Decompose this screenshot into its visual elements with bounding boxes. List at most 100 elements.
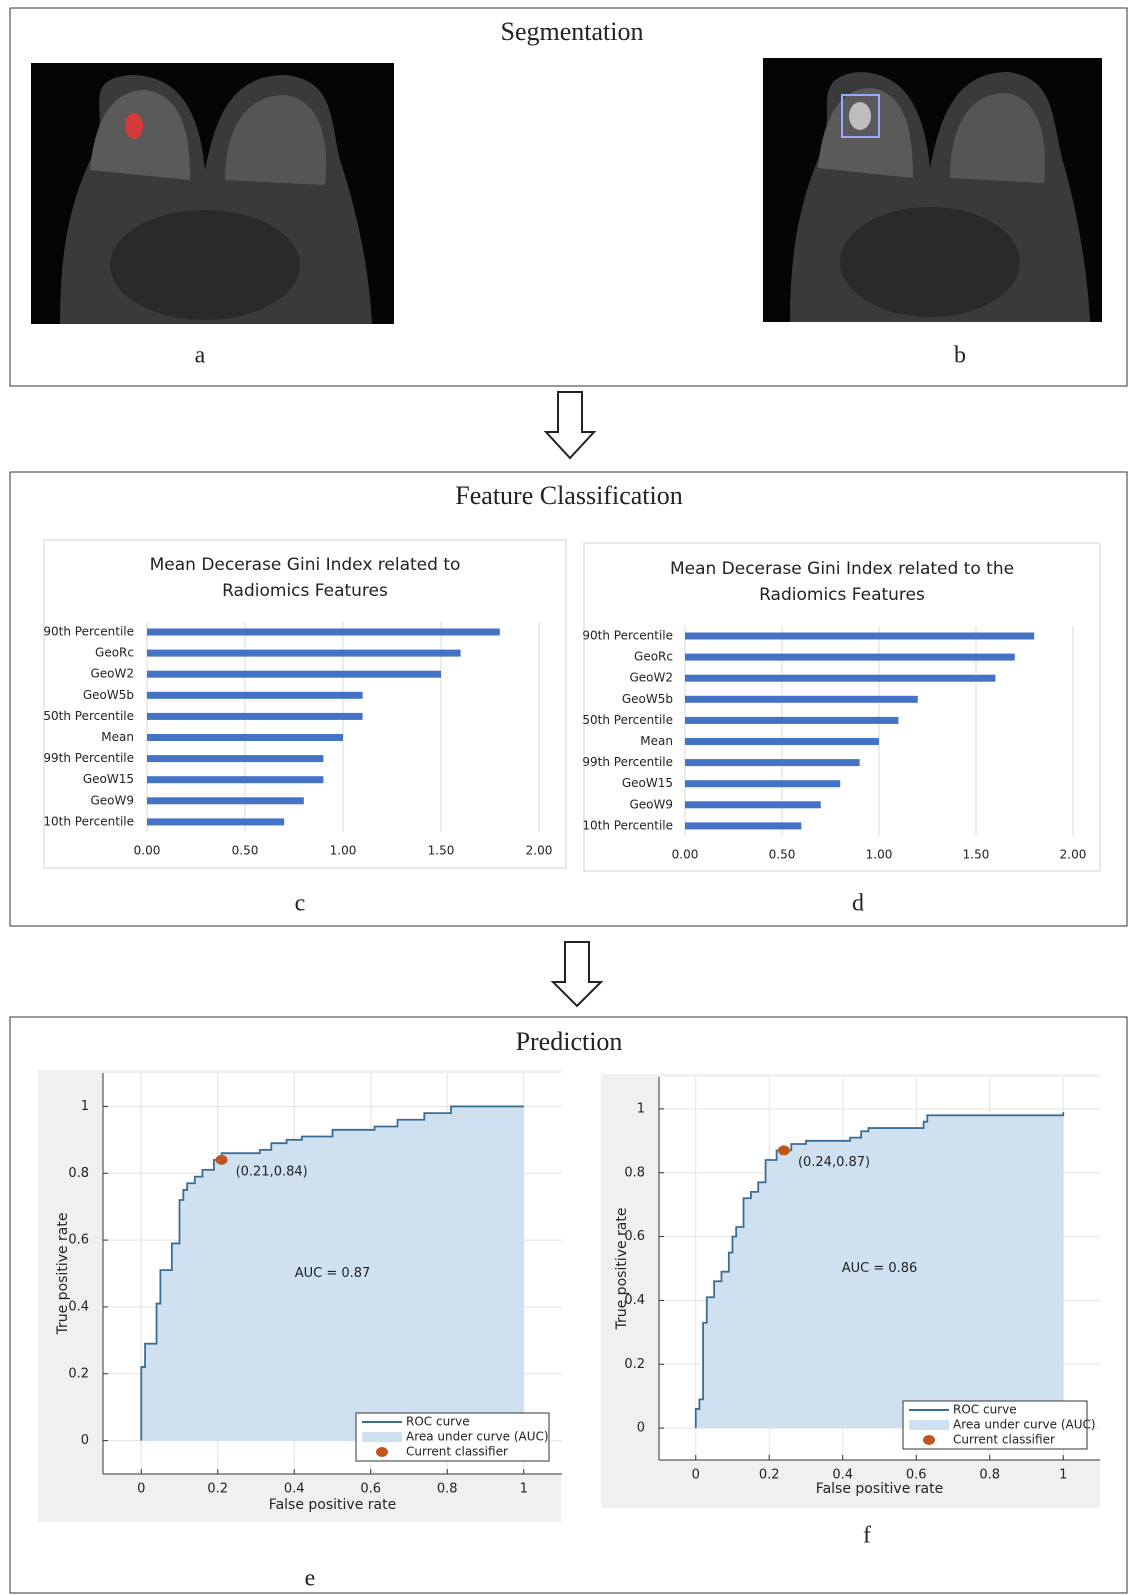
annotation: AUC = 0.87	[295, 1266, 371, 1281]
panel-label: c	[295, 891, 306, 917]
bar	[147, 629, 500, 636]
roc-chart: 0 0.2 0.4 0.6 0.8 1 0 0.2 0.4 0.6 0.8 1 False positi…	[38, 1070, 562, 1522]
annotation: (0.21,0.84)	[236, 1164, 308, 1179]
x-tick-label: 0.8	[437, 1482, 458, 1497]
legend-swatch	[376, 1447, 388, 1457]
panel-label: b	[954, 343, 966, 369]
legend-swatch	[362, 1432, 402, 1442]
y-tick-label: 0.6	[68, 1233, 89, 1248]
y-tick-label: 0.2	[624, 1357, 645, 1372]
bar	[685, 717, 898, 724]
legend-label: Area under curve (AUC)	[953, 1418, 1096, 1432]
x-tick-label: 1.50	[963, 848, 990, 862]
x-tick-label: 0.4	[284, 1482, 305, 1497]
bar	[147, 650, 461, 657]
bar	[147, 692, 363, 699]
y-tick-label: 0.8	[68, 1166, 89, 1181]
x-tick-label: 0.50	[769, 848, 796, 862]
x-tick-label: 0.00	[134, 844, 161, 858]
x-axis-label: False positive rate	[269, 1497, 396, 1513]
legend-label: Current classifier	[406, 1445, 508, 1459]
y-tick-label: GeoW5b	[83, 688, 134, 702]
section-title: Segmentation	[501, 17, 644, 46]
bar	[685, 801, 821, 808]
bar	[685, 633, 1034, 640]
panel-label: a	[195, 343, 206, 369]
y-tick-label: 90th Percentile	[582, 629, 673, 643]
legend-label: ROC curve	[953, 1403, 1017, 1417]
bar	[685, 654, 1015, 661]
annotation: (0.24,0.87)	[798, 1155, 870, 1170]
y-tick-label: 50th Percentile	[582, 713, 673, 727]
y-axis-label: True positive rate	[55, 1213, 71, 1336]
y-tick-label: 10th Percentile	[43, 814, 134, 828]
y-tick-label: GeoRc	[95, 646, 134, 660]
bar	[685, 822, 801, 829]
panel-label: e	[305, 1566, 316, 1592]
y-tick-label: 99th Percentile	[43, 751, 134, 765]
y-tick-label: 99th Percentile	[582, 755, 673, 769]
y-tick-label: GeoW9	[629, 797, 673, 811]
y-tick-label: GeoW5b	[622, 692, 673, 706]
y-tick-label: 90th Percentile	[43, 625, 134, 639]
x-tick-label: 0	[692, 1468, 700, 1483]
legend-label: ROC curve	[406, 1415, 470, 1429]
y-tick-label: GeoW2	[90, 667, 134, 681]
x-tick-label: 0.2	[207, 1482, 228, 1497]
legend-label: Current classifier	[953, 1433, 1055, 1447]
x-tick-label: 0.6	[360, 1482, 381, 1497]
y-tick-label: 1	[637, 1101, 645, 1116]
panel-label: f	[863, 1523, 871, 1549]
x-tick-label: 1.00	[330, 844, 357, 858]
classifier-point	[216, 1155, 228, 1165]
x-tick-label: 1.00	[866, 848, 893, 862]
y-tick-label: 10th Percentile	[582, 818, 673, 832]
y-tick-label: 1	[81, 1099, 89, 1114]
bar	[685, 738, 879, 745]
panel-label: d	[852, 891, 864, 917]
section-title: Prediction	[516, 1027, 623, 1056]
y-tick-label: 0.4	[68, 1299, 89, 1314]
y-tick-label: 50th Percentile	[43, 709, 134, 723]
x-tick-label: 1	[520, 1482, 528, 1497]
bar	[147, 734, 343, 741]
x-tick-label: 2.00	[1060, 848, 1087, 862]
flow-arrow	[553, 942, 601, 1006]
bar	[147, 818, 284, 825]
y-axis-label: True positive rate	[614, 1208, 630, 1331]
x-tick-label: 1	[1059, 1468, 1067, 1483]
annotation: AUC = 0.86	[842, 1261, 918, 1276]
y-tick-label: 0	[637, 1421, 645, 1436]
y-tick-label: 0.2	[68, 1366, 89, 1381]
bar	[147, 755, 323, 762]
legend-label: Area under curve (AUC)	[406, 1430, 549, 1444]
x-tick-label: 0	[137, 1482, 145, 1497]
section-title: Feature Classification	[455, 481, 682, 510]
y-tick-label: GeoW9	[90, 793, 134, 807]
y-tick-label: GeoW2	[629, 671, 673, 685]
mri-image	[763, 58, 1102, 322]
y-tick-label: 0.8	[624, 1165, 645, 1180]
legend-swatch	[923, 1435, 935, 1445]
x-tick-label: 1.50	[428, 844, 455, 858]
y-tick-label: GeoRc	[634, 650, 673, 664]
figure: Segmentation Feature Classification Pred…	[0, 0, 1146, 1595]
classifier-point	[778, 1145, 790, 1155]
bar	[147, 671, 441, 678]
legend-swatch	[909, 1420, 949, 1430]
bar	[685, 759, 860, 766]
x-tick-label: 0.50	[232, 844, 259, 858]
x-axis-label: False positive rate	[816, 1481, 943, 1497]
bar	[147, 776, 323, 783]
bar	[685, 675, 995, 682]
mri-image	[31, 63, 394, 324]
x-tick-label: 0.00	[672, 848, 699, 862]
x-tick-label: 0.2	[759, 1468, 780, 1483]
flow-arrow	[546, 392, 594, 458]
y-tick-label: 0	[81, 1433, 89, 1448]
x-tick-label: 2.00	[526, 844, 553, 858]
bar	[685, 780, 840, 787]
